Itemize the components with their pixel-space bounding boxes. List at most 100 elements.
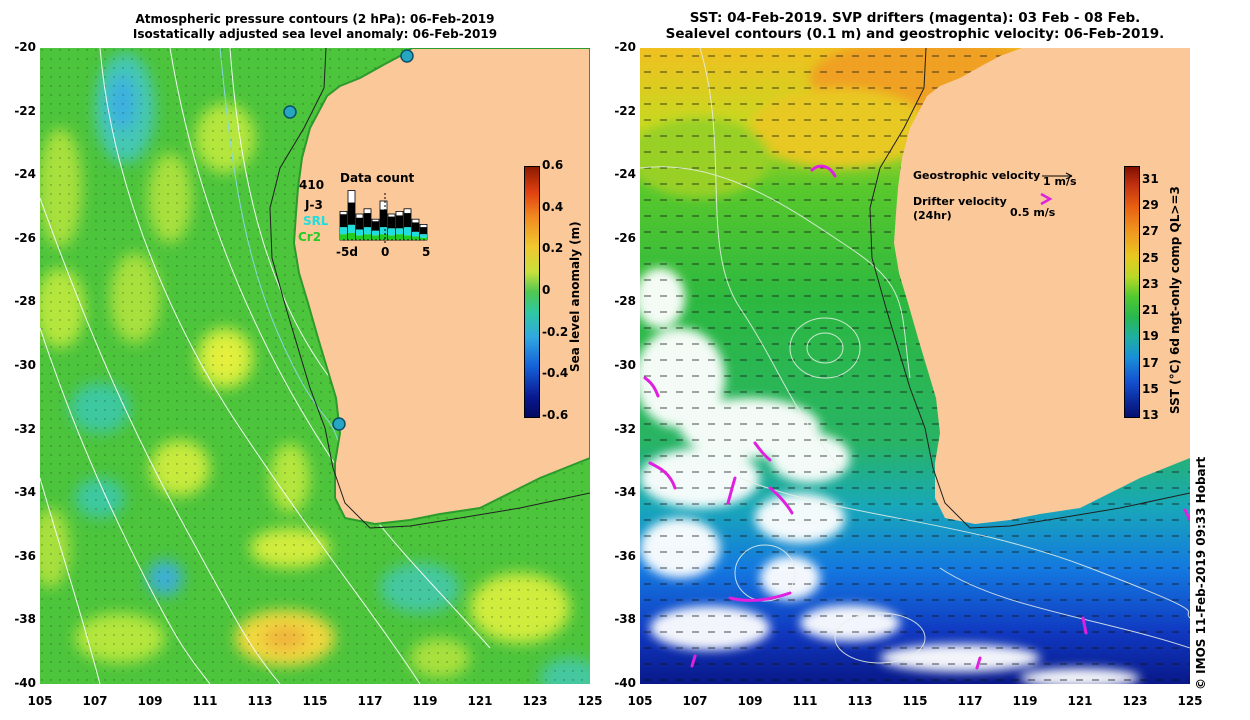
y-tick-label: -36 bbox=[14, 548, 36, 563]
x-tick-label: 115 bbox=[302, 694, 328, 708]
x-tick-label: 107 bbox=[682, 694, 708, 708]
x-tick-label: 123 bbox=[1122, 694, 1148, 708]
data-count-bar-segment bbox=[412, 236, 419, 240]
sst-colorbar-tick: 21 bbox=[1142, 303, 1159, 318]
y-tick-label: -36 bbox=[614, 548, 636, 563]
data-count-bar-segment bbox=[412, 231, 419, 237]
sealevel-contours bbox=[640, 48, 1190, 664]
sla-colorbar-tick: -0.6 bbox=[542, 408, 569, 422]
x-tick-label: 115 bbox=[902, 694, 928, 708]
y-tick-label: -22 bbox=[614, 103, 636, 118]
data-count-bar-segment bbox=[388, 228, 395, 236]
x-tick-label: 121 bbox=[467, 694, 493, 708]
y-tick-label: -24 bbox=[14, 167, 36, 182]
data-count-bar-segment bbox=[404, 213, 411, 228]
data-count-bar-segment bbox=[356, 229, 363, 236]
sst-colorbar-tick: 23 bbox=[1142, 276, 1159, 291]
data-count-bar-segment bbox=[356, 235, 363, 240]
y-tick-label: -30 bbox=[614, 358, 636, 372]
x-tick-label: 105 bbox=[27, 694, 53, 708]
sla-colorbar bbox=[524, 166, 540, 418]
data-count-bar-segment bbox=[380, 227, 387, 235]
x-tick-label: 123 bbox=[522, 694, 548, 708]
data-count-bar-segment bbox=[372, 235, 379, 240]
y-tick-label: -32 bbox=[614, 421, 636, 436]
bathymetry-contour-sst bbox=[869, 48, 1190, 529]
x-tick-label: 109 bbox=[737, 694, 763, 708]
drifter-velocity-period: (24hr) bbox=[913, 209, 952, 222]
data-count-title: Data count bbox=[340, 171, 415, 185]
x-tick-label: 105 bbox=[627, 694, 653, 708]
geostrophic-velocity-arrow-icon bbox=[1042, 172, 1073, 180]
data-count-bar-segment bbox=[380, 209, 387, 228]
x-tick-label: 121 bbox=[1067, 694, 1093, 708]
series-label-j3: J-3 bbox=[305, 198, 323, 212]
data-count-bar-segment bbox=[364, 227, 371, 235]
y-tick-label: -38 bbox=[14, 612, 36, 627]
sst-map[interactable]: Geostrophic velocity 1 m/s Drifter veloc… bbox=[640, 48, 1190, 684]
data-count-inset bbox=[339, 190, 428, 244]
sla-coastal-contour bbox=[219, 48, 341, 449]
series-label-cr2: Cr2 bbox=[298, 230, 322, 244]
data-count-bar-segment bbox=[348, 202, 355, 225]
x-tick-label: 111 bbox=[792, 694, 818, 708]
data-count-bar-segment bbox=[396, 228, 403, 235]
sla-colorbar-tick: 0.6 bbox=[542, 158, 564, 172]
y-tick-label: -26 bbox=[614, 230, 636, 245]
australia-land bbox=[292, 48, 590, 526]
data-count-bar-segment bbox=[380, 234, 387, 240]
data-count-bar-segment bbox=[388, 235, 395, 240]
bathymetry-contour bbox=[269, 48, 590, 529]
y-tick-label: -28 bbox=[614, 294, 636, 309]
y-tick-label: -40 bbox=[14, 676, 36, 690]
y-tick-label: -24 bbox=[614, 167, 636, 182]
x-tick-label: 113 bbox=[247, 694, 273, 708]
data-count-bar-segment bbox=[348, 232, 355, 240]
drifter-velocity-arrow-icon bbox=[1040, 192, 1053, 206]
x-tick-label: 109 bbox=[137, 694, 163, 708]
data-count-bar-segment bbox=[364, 234, 371, 240]
sst-colorbar-tick: 15 bbox=[1142, 381, 1159, 396]
data-count-tick-neg5: -5d bbox=[336, 245, 358, 259]
sla-colorbar-tick: 0.2 bbox=[542, 241, 564, 256]
sst-colorbar-tick: 19 bbox=[1142, 329, 1159, 344]
sst-colorbar bbox=[1124, 166, 1140, 418]
sla-colorbar-tick: -0.4 bbox=[542, 366, 569, 381]
y-tick-label: -34 bbox=[614, 485, 636, 500]
imos-credit: © IMOS 11-Feb-2019 09:33 Hobart bbox=[1194, 456, 1208, 690]
tide-gauge-stations bbox=[283, 49, 414, 431]
data-count-bar-segment bbox=[356, 217, 363, 230]
data-count-bar-segment bbox=[396, 234, 403, 240]
y-tick-label: -38 bbox=[614, 612, 636, 627]
y-tick-label: -32 bbox=[14, 421, 36, 436]
sla-colorbar-tick: 0.4 bbox=[542, 199, 564, 214]
y-tick-label: -40 bbox=[614, 676, 636, 690]
sea-level-anomaly-map[interactable]: Data count 410 J-3 SRL Cr2 -5d 0 5 bbox=[40, 48, 590, 684]
data-count-bar-segment bbox=[372, 230, 379, 236]
x-tick-label: 125 bbox=[1177, 694, 1203, 708]
x-tick-label: 111 bbox=[192, 694, 218, 708]
sla-colorbar-tick: -0.2 bbox=[542, 324, 569, 339]
svp-drifter-tracks bbox=[643, 164, 1190, 670]
geostrophic-velocity-label: Geostrophic velocity bbox=[913, 169, 1041, 182]
data-count-bar-segment bbox=[340, 234, 347, 240]
x-tick-label: 117 bbox=[957, 694, 983, 708]
left-map-title-line2: Isostatically adjusted sea level anomaly… bbox=[132, 27, 498, 41]
data-count-bar-segment bbox=[372, 221, 379, 231]
left-map-title-line1: Atmospheric pressure contours (2 hPa): 0… bbox=[135, 12, 495, 26]
x-tick-label: 117 bbox=[357, 694, 383, 708]
x-tick-label: 119 bbox=[1012, 694, 1038, 708]
x-tick-label: 125 bbox=[577, 694, 603, 708]
data-count-bar-segment bbox=[340, 227, 347, 235]
data-count-tick-0: 0 bbox=[381, 245, 390, 259]
y-tick-label: -22 bbox=[14, 103, 36, 118]
sst-colorbar-tick: 31 bbox=[1142, 172, 1159, 186]
data-count-bar-segment bbox=[396, 215, 403, 229]
right-map-title-line1: SST: 04-Feb-2019. SVP drifters (magenta)… bbox=[689, 10, 1141, 26]
sst-colorbar-tick: 29 bbox=[1142, 198, 1159, 213]
sst-colorbar-tick: 17 bbox=[1142, 355, 1159, 370]
x-tick-label: 113 bbox=[847, 694, 873, 708]
right-map-title-line2: Sealevel contours (0.1 m) and geostrophi… bbox=[665, 26, 1165, 42]
data-count-bar-segment bbox=[364, 213, 371, 228]
y-tick-label: -34 bbox=[14, 485, 36, 500]
